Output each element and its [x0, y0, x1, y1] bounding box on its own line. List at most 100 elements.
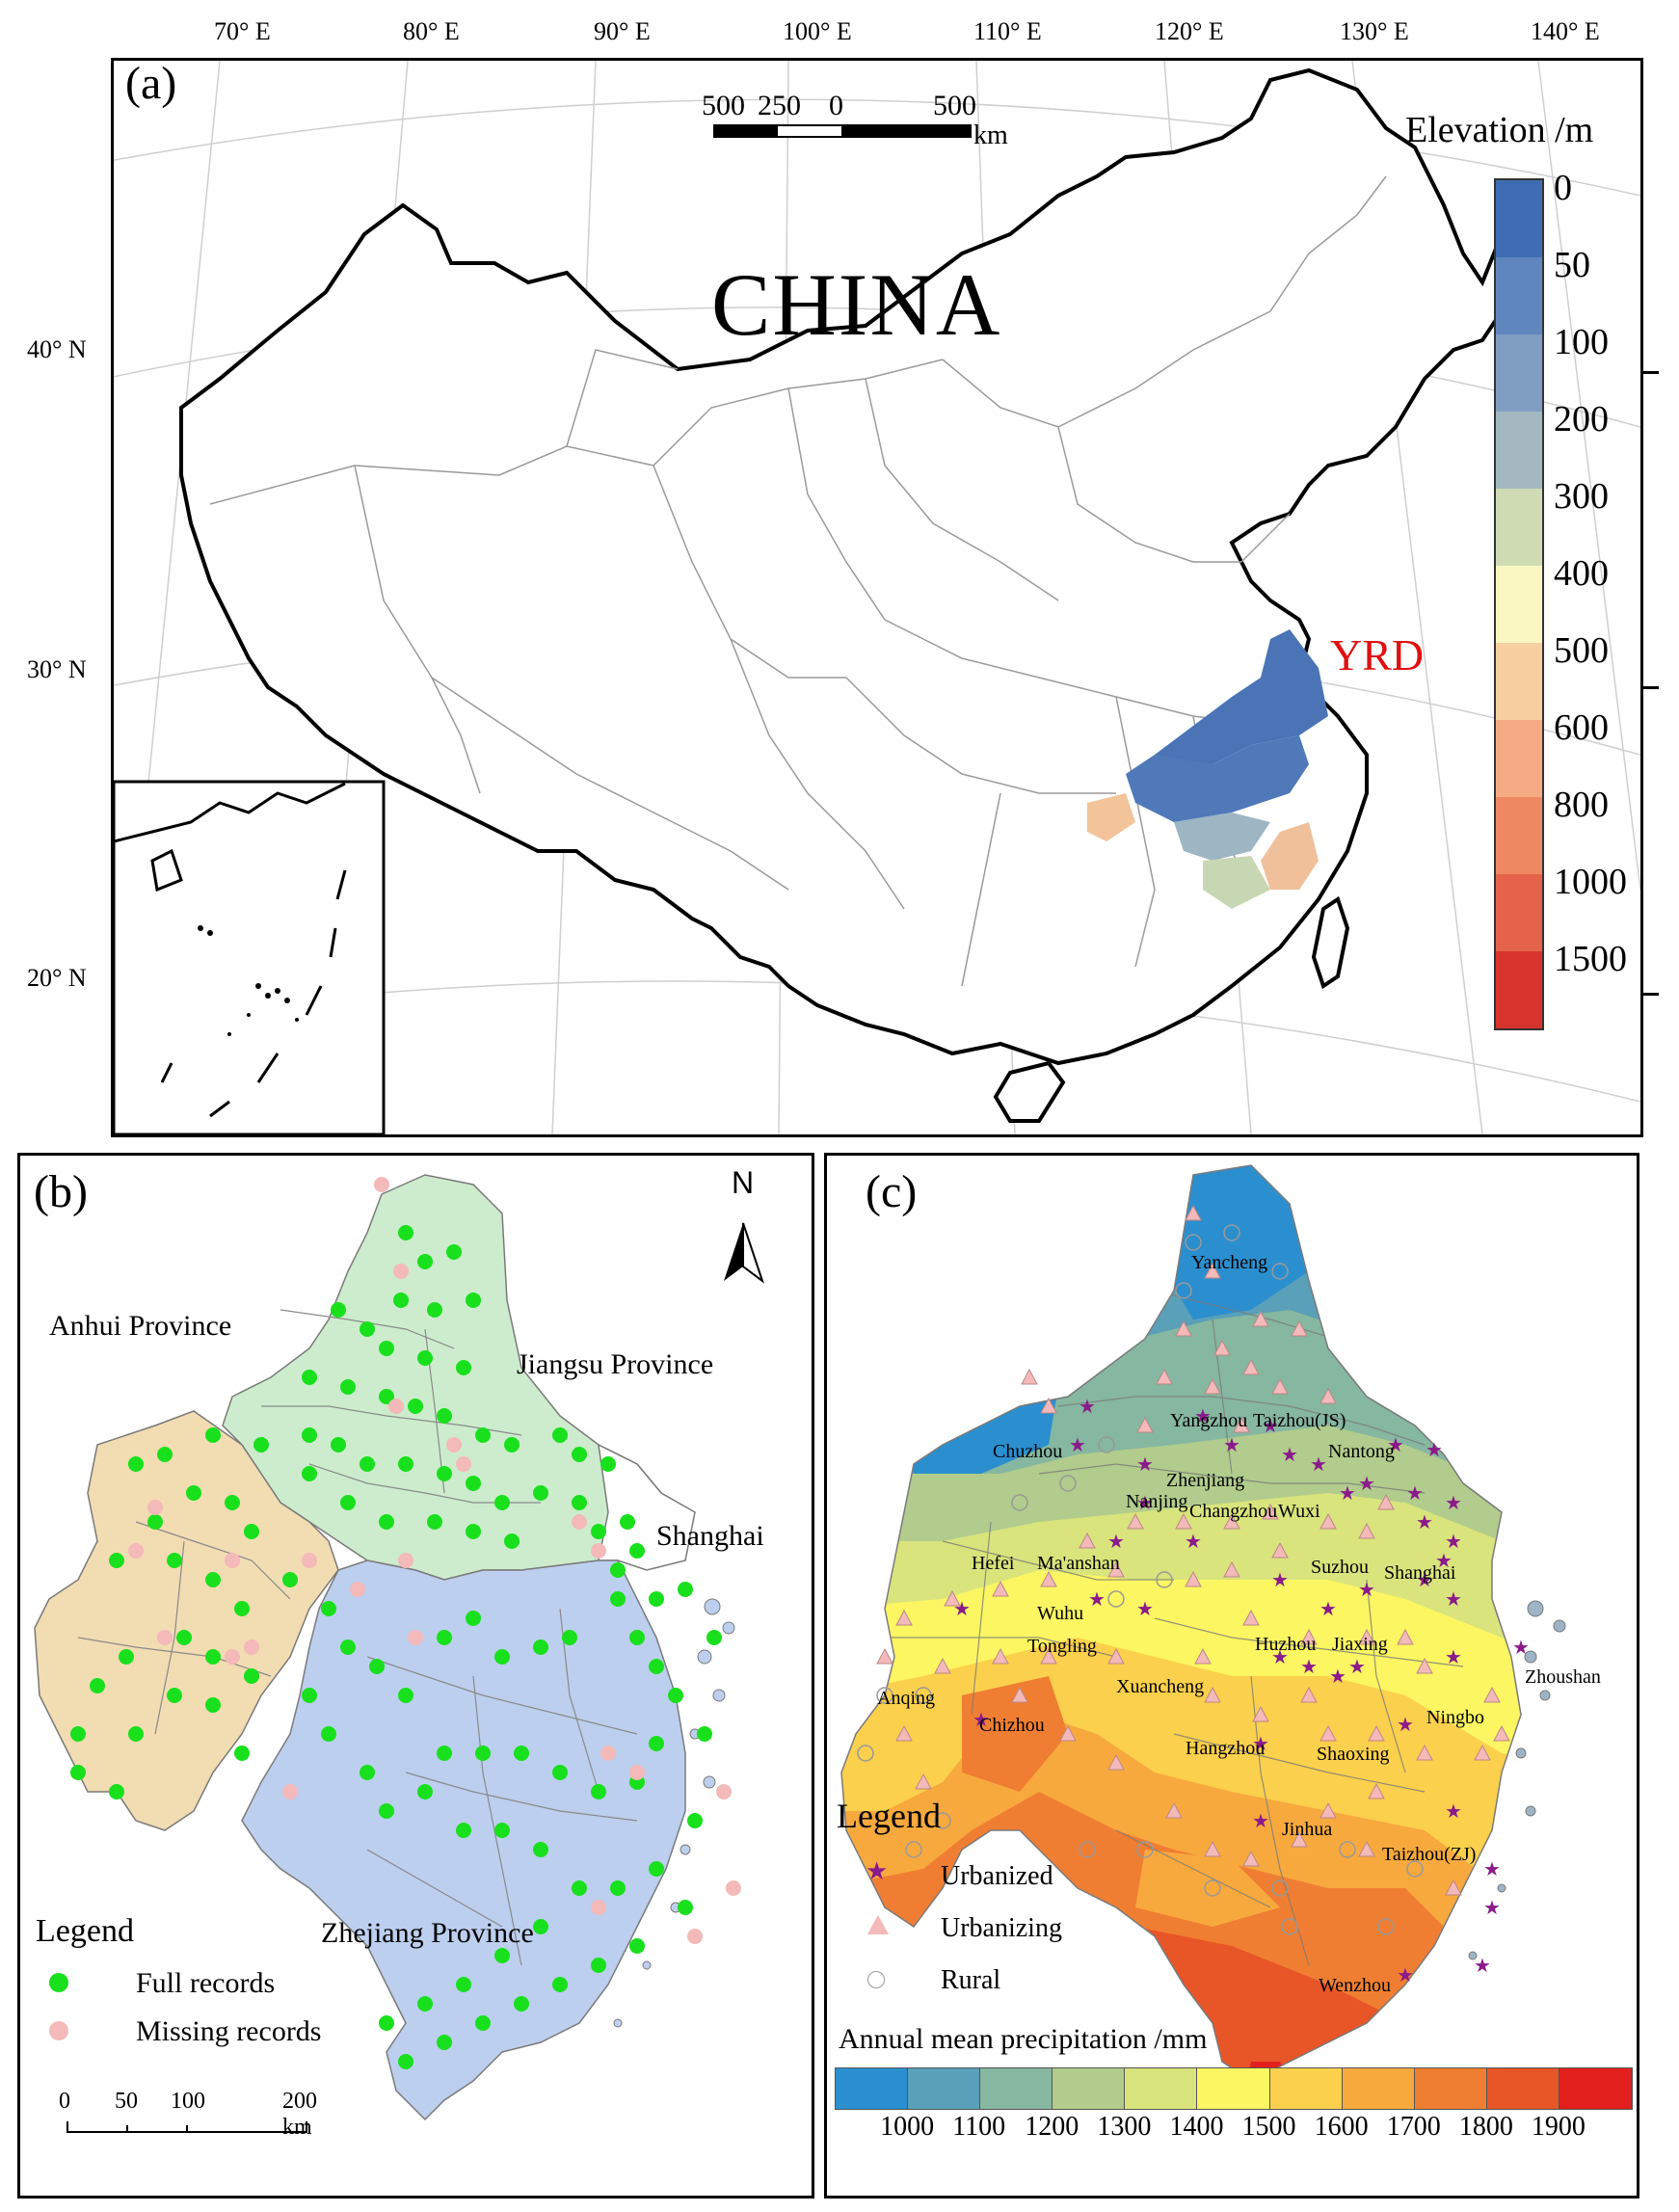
north-arrow-icon: [724, 1222, 764, 1284]
station-full: [379, 2015, 394, 2031]
station-full: [687, 1813, 703, 1828]
station-full: [340, 1495, 356, 1510]
station-missing: [282, 1784, 298, 1799]
precip-tick: 1400: [1169, 2112, 1224, 2142]
station-full: [475, 2015, 491, 2031]
urbanized-station: ★: [1300, 1657, 1318, 1678]
station-full: [234, 1601, 250, 1616]
taiwan-island: [1311, 895, 1350, 990]
urbanized-station: ★: [973, 1710, 990, 1731]
urbanized-station: ★: [1348, 1657, 1366, 1678]
lon-labels: 70° E 80° E 90° E 100° E 110° E 120° E 1…: [0, 0, 1679, 58]
anhui-province-area: [34, 1410, 339, 1831]
station-full: [600, 1456, 616, 1472]
urbanizing-station: [1416, 1657, 1433, 1674]
precip-tick: 1900: [1531, 2112, 1586, 2142]
station-full: [398, 2054, 413, 2069]
station-full: [331, 1437, 346, 1452]
station-symbols: ★ ★ ★★★★ ★ ★★★ ★★ ★ ★★★★★ ★★★★ ★★★★ ★ ★★ ★ ★ ★★★ ★★★ ★★★…: [857, 1204, 1530, 1986]
yrd-label: YRD: [1330, 630, 1425, 680]
station-full: [398, 1456, 413, 1472]
urbanized-station: ★: [1088, 1589, 1106, 1611]
precip-tick-labels: 1000 1100 1200 1300 1400 1500 1600 1700 1800 1900: [835, 2112, 1631, 2150]
elevation-label: 0: [1554, 168, 1572, 208]
station-full: [417, 1784, 433, 1799]
station-missing: [225, 1553, 240, 1568]
city-label: Nanjing: [1126, 1491, 1188, 1512]
scale-unit: km: [973, 120, 1008, 150]
station-full: [302, 1688, 317, 1703]
urbanizing-station: [1059, 1724, 1077, 1742]
urbanizing-station: [1416, 1744, 1433, 1761]
station-missing: [600, 1746, 616, 1761]
rural-station: [1059, 1475, 1077, 1492]
station-full: [649, 1591, 664, 1607]
precip-tick: 1600: [1314, 2112, 1369, 2142]
station-full: [234, 1746, 250, 1761]
urbanizing-station: [1223, 1512, 1240, 1530]
urbanizing-station: [1319, 1512, 1337, 1530]
station-full: [205, 1427, 221, 1443]
station-full: [360, 1765, 375, 1780]
city-label: Xuancheng: [1116, 1676, 1205, 1697]
precip-tick: 1700: [1386, 2112, 1441, 2142]
urbanizing-station: [1397, 1628, 1414, 1645]
station-full: [649, 1736, 664, 1751]
station-missing: [446, 1437, 462, 1452]
station-missing: [572, 1514, 587, 1530]
urbanized-station: ★: [1397, 1715, 1414, 1736]
city-labels: Yancheng Yangzhou Taizhou(JS) Chuzhou Nanton…: [827, 1156, 1637, 2196]
urbanizing-station: [1127, 1512, 1144, 1530]
rural-station: [1271, 1879, 1289, 1897]
station-full: [157, 1447, 173, 1462]
urbanizing-station: [1291, 1319, 1308, 1337]
station-full: [128, 1456, 144, 1472]
elevation-swatch: [1496, 643, 1542, 720]
elevation-label: 100: [1554, 322, 1609, 362]
urbanized-station: ★: [1319, 1599, 1337, 1620]
station-full: [186, 1485, 201, 1501]
urbanizing-station: [1175, 1512, 1192, 1530]
urbanizing-station: [1011, 1686, 1028, 1703]
elevation-swatch: [1496, 951, 1542, 1028]
urbanizing-station: [1107, 1753, 1125, 1771]
station-full: [119, 1649, 134, 1665]
city-label: Taizhou(ZJ): [1382, 1844, 1477, 1865]
elevation-swatch: [1496, 412, 1542, 489]
urbanized-station: ★: [1387, 1435, 1404, 1456]
urbanizing-station: [1204, 1840, 1221, 1857]
station-full: [302, 1370, 317, 1385]
city-label: Tongling: [1027, 1636, 1097, 1657]
urbanizing-station: [1204, 1262, 1221, 1279]
elevation-label: 300: [1554, 476, 1609, 517]
station-full: [533, 1485, 548, 1501]
country-label: CHINA: [711, 255, 1002, 354]
rural-station: [1107, 1590, 1125, 1608]
lon-label: 80° E: [403, 17, 460, 45]
station-full: [302, 1427, 317, 1443]
lat-label: 40° N: [27, 335, 87, 363]
station-full: [437, 1408, 452, 1424]
station-full: [340, 1379, 356, 1395]
urbanizing-station: [992, 1647, 1009, 1665]
urbanized-station: ★: [1194, 1406, 1212, 1427]
precip-tick: 1000: [880, 2112, 935, 2142]
precip-colorbar: [835, 2067, 1633, 2110]
urbanizing-station: [1079, 1532, 1096, 1549]
yrd-region: [1087, 629, 1328, 909]
station-full: [494, 1823, 510, 1838]
urbanized-station: ★: [1185, 1532, 1202, 1553]
elevation-label: 600: [1554, 707, 1609, 748]
urbanizing-station: [1040, 1397, 1057, 1414]
triangle-icon: [867, 1915, 889, 1934]
station-full: [167, 1688, 182, 1703]
lat-label: 20° N: [27, 964, 87, 992]
panel-label-c: (c): [866, 1166, 918, 1217]
urbanizing-station: [1319, 1387, 1337, 1404]
station-full: [591, 1958, 606, 1973]
station-full: [649, 1659, 664, 1674]
urbanizing-station: [1204, 1377, 1221, 1395]
station-full: [668, 1688, 683, 1703]
north-label: N: [732, 1165, 755, 1200]
station-full: [398, 1688, 413, 1703]
